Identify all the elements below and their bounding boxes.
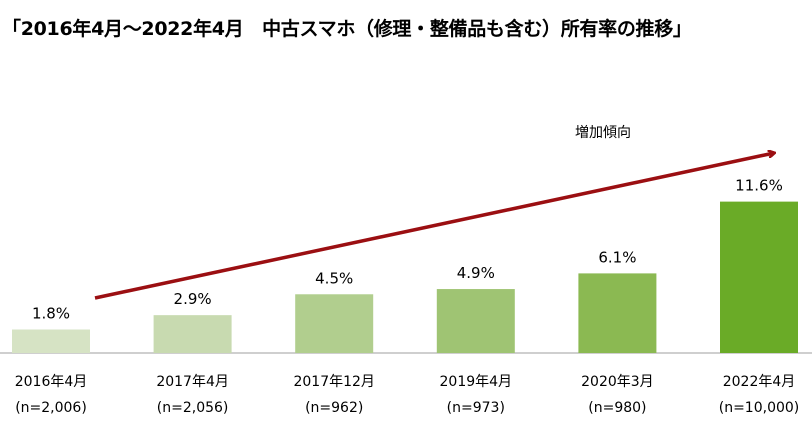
value-label: 11.6% — [735, 177, 783, 195]
sample-size-label: (n=973) — [447, 400, 505, 416]
sample-size-label: (n=10,000) — [719, 400, 800, 416]
bar — [12, 329, 90, 353]
value-label: 6.1% — [598, 248, 636, 266]
chart-title: 「2016年4月～2022年4月 中古スマホ（修理・整備品も含む）所有率の推移」 — [2, 18, 692, 40]
sample-size-label: (n=2,006) — [15, 400, 87, 416]
bar — [436, 289, 515, 353]
category-label: 2020年3月 — [581, 374, 654, 390]
trend-arrow — [94, 153, 774, 300]
category-label: 2016年4月 — [15, 374, 88, 390]
value-label: 4.5% — [315, 269, 353, 287]
sample-size-label: (n=962) — [305, 400, 363, 416]
category-label: 2019年4月 — [440, 374, 513, 390]
bar — [153, 315, 232, 353]
sample-size-label: (n=980) — [588, 400, 646, 416]
sample-size-label: (n=2,056) — [157, 400, 229, 416]
trend-annotation: 増加傾向 — [575, 125, 631, 141]
category-label: 2017年12月 — [293, 374, 374, 390]
value-label: 2.9% — [174, 290, 212, 308]
value-label: 4.9% — [457, 264, 495, 282]
bar — [720, 201, 798, 353]
value-label: 1.8% — [32, 305, 70, 323]
bar — [295, 294, 374, 353]
category-label: 2022年4月 — [723, 374, 796, 390]
bar — [578, 273, 657, 353]
category-label: 2017年4月 — [156, 374, 229, 390]
